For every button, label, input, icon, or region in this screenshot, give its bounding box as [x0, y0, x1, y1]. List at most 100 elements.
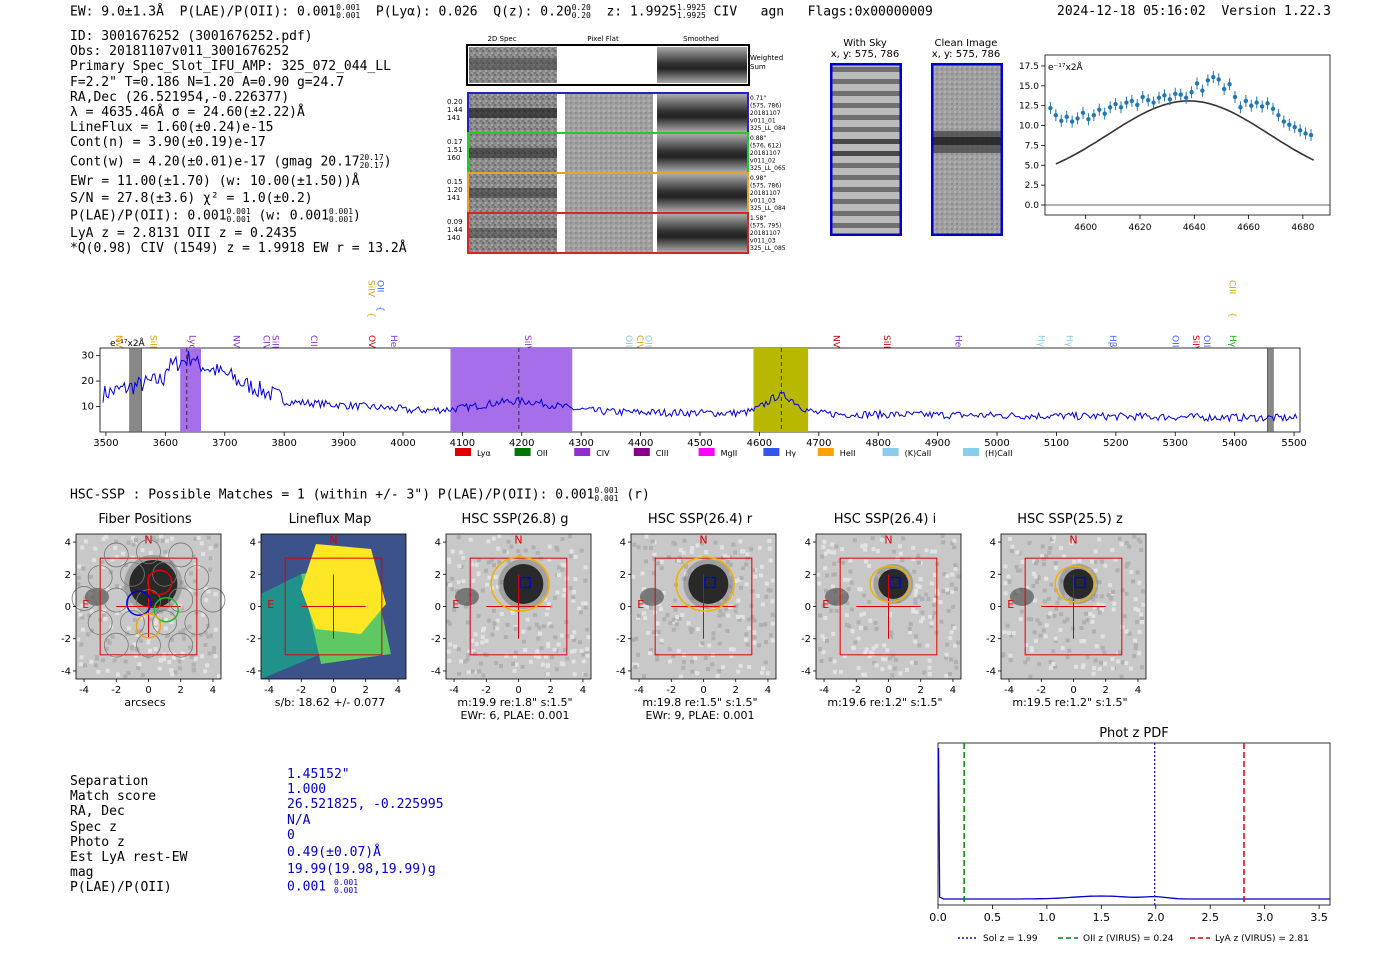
zoom-data-point: [1227, 82, 1232, 87]
hsc-image-noise: [891, 549, 896, 554]
hsc-image-noise: [160, 538, 165, 543]
hsc-image-noise: [856, 620, 861, 625]
hsc-image-noise: [77, 564, 82, 569]
hsc-image-noise: [829, 608, 834, 613]
hsc-image-noise: [206, 634, 211, 639]
hsc-image-noise: [913, 592, 918, 597]
hsc-image-noise: [864, 647, 869, 652]
cutout-pixelflat: [565, 94, 653, 132]
hsc-image-noise: [1003, 564, 1008, 569]
hsc-image-noise: [571, 595, 576, 600]
hsc-image-noise: [681, 550, 686, 555]
hsc-image-noise: [1005, 623, 1010, 628]
hsc-image-noise: [203, 669, 208, 674]
hsc-image-noise: [198, 632, 203, 637]
hsc-image-noise: [932, 572, 937, 577]
hsc-image-noise: [545, 664, 550, 669]
hsc-image-noise: [1002, 630, 1007, 635]
spectrum-legend-label: Lyα: [477, 449, 491, 458]
hsc-ytick-label: 2: [250, 570, 256, 581]
hsc-image-noise: [920, 597, 925, 602]
hsc-image-noise: [1092, 605, 1097, 610]
hsc-image-noise: [1031, 571, 1036, 576]
hsc-image-noise: [188, 645, 193, 650]
hsc-image-noise: [191, 632, 196, 637]
hsc-north-label: N: [144, 534, 152, 547]
header-qz-num: 0.20: [571, 3, 591, 12]
spectrum-xtick-label: 5400: [1222, 438, 1247, 449]
hsc-image-noise: [471, 649, 476, 654]
hsc-image-noise: [177, 659, 182, 664]
hsc-image-noise: [683, 564, 688, 569]
hsc-image-noise: [681, 660, 686, 665]
hsc-ytick-label: 0: [805, 602, 811, 613]
match-values: 1.45152" 1.000 26.521825, -0.225995 N/A …: [287, 767, 444, 895]
hsc-image-noise: [1042, 588, 1047, 593]
zoom-data-point: [1156, 95, 1162, 100]
hsc-image-noise: [1065, 617, 1070, 622]
photoz-pdf-curve: [937, 747, 1330, 900]
hsc-panel-image: N E 4 2 0 -2 -4 -4 -2 0 2 4: [246, 533, 407, 696]
hsc-image-noise: [137, 662, 142, 667]
hsc-image-noise: [487, 575, 492, 580]
hsc-search-box: [99, 557, 198, 656]
spectrum-legend-swatch: [698, 448, 715, 456]
hsc-xtick-label: -2: [481, 685, 491, 696]
hsc-image-noise: [649, 546, 654, 551]
hsc-xtick-label: -4: [819, 685, 829, 696]
hsc-image-noise: [659, 559, 664, 564]
hsc-image-noise: [1096, 602, 1101, 607]
hsc-image-noise: [1124, 564, 1129, 569]
hsc-image-noise: [446, 649, 451, 654]
hsc-image-noise: [641, 586, 646, 591]
hsc-image-noise: [155, 538, 160, 543]
hsc-image-noise: [533, 612, 538, 617]
hsc-image-noise: [1116, 659, 1121, 664]
hsc-counterpart-box: [704, 576, 716, 589]
hsc-image-noise: [1064, 594, 1069, 599]
info-fwhm: F=2.2" T=0.186 N=1.20 A=0.90 g=24.7: [70, 74, 344, 90]
hsc-image-noise: [883, 657, 888, 662]
emission-line-label: NV: [831, 335, 841, 349]
hsc-image-noise: [914, 609, 919, 614]
hsc-image-noise: [1059, 612, 1064, 617]
hsc-ytick-label: 2: [805, 570, 811, 581]
hsc-image-noise: [447, 658, 452, 663]
hsc-image-noise: [719, 599, 724, 604]
hsc-image-noise: [830, 542, 835, 547]
hsc-image-noise: [1044, 554, 1049, 559]
hsc-image-noise: [898, 671, 903, 676]
col-label-pixelflat: Pixel Flat: [587, 35, 619, 43]
hsc-image-noise: [208, 556, 213, 561]
info-plae: P(LAE)/P(OII): 0.001: [70, 208, 227, 224]
hsc-target-halo: [124, 554, 183, 613]
hsc-image-noise: [767, 546, 772, 551]
hsc-image-noise: [717, 641, 722, 646]
hsc-image-noise: [1127, 544, 1132, 549]
hsc-image-noise: [1019, 609, 1024, 614]
zoom-data-point: [1113, 101, 1118, 107]
hsc-image-noise: [672, 542, 677, 547]
hsc-image-noise: [1017, 551, 1022, 556]
hsc-image-noise: [1024, 643, 1029, 648]
hsc-image-noise: [1124, 541, 1129, 546]
hsc-image-noise: [755, 594, 760, 599]
hsc-image-noise: [718, 609, 723, 614]
emission-line-brace: {: [1226, 312, 1236, 318]
hsc-image-noise: [162, 657, 167, 662]
zoom-data-point: [1194, 81, 1200, 86]
hsc-image-noise: [1133, 606, 1138, 611]
hsc-ytick-label: -2: [246, 634, 256, 645]
hsc-image-noise: [914, 588, 919, 593]
hsc-image-noise: [641, 611, 646, 616]
hsc-image-noise: [711, 605, 716, 610]
hsc-image-noise: [861, 611, 866, 616]
info-primary: Primary Spec_Slot_IFU_AMP: 325_072_044_L…: [70, 59, 391, 75]
hsc-image-noise: [858, 625, 863, 630]
hsc-counterpart-box: [889, 576, 901, 589]
lineflux-peak: [301, 544, 386, 634]
photoz-xtick-label: 1.0: [1038, 911, 1056, 924]
hsc-image-noise: [191, 662, 196, 667]
hsc-image-noise: [1051, 661, 1056, 666]
zoom-ytick-label: 10.0: [1019, 122, 1039, 132]
